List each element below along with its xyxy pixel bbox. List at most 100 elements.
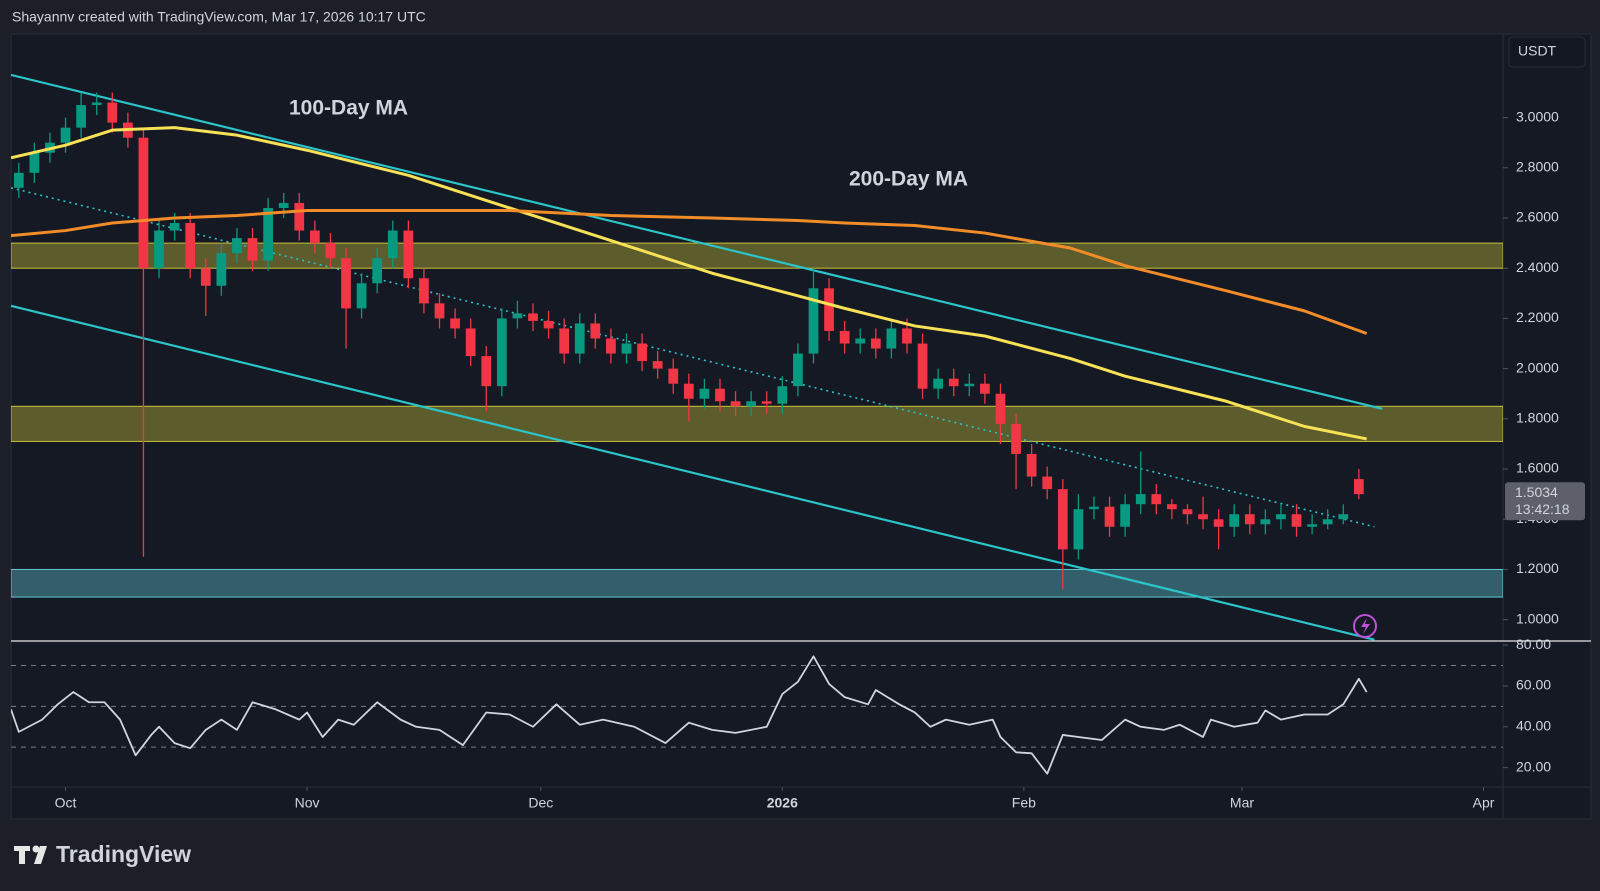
candle-body (637, 343, 647, 362)
candle-body (13, 172, 24, 188)
y-tick-label: 2.2000 (1516, 309, 1559, 325)
candle-body (699, 388, 710, 399)
candle-body (1026, 453, 1037, 477)
candle-body (1073, 509, 1084, 550)
candle-body (808, 288, 819, 354)
y-tick-label: 2.8000 (1516, 159, 1559, 175)
candle-body (668, 368, 679, 384)
candle-body (200, 268, 211, 286)
price-pane (11, 73, 1503, 641)
currency-label: USDT (1518, 43, 1557, 59)
candle-body (1042, 476, 1053, 490)
candle-body (1182, 509, 1193, 515)
candle-body (1104, 506, 1115, 527)
candle-body (278, 202, 289, 208)
candle-body (777, 386, 788, 404)
candle-body (995, 393, 1006, 424)
y-tick-label: 1.2000 (1516, 560, 1559, 576)
candle-body (76, 105, 86, 128)
candle-body (652, 361, 663, 369)
candle-body (839, 330, 850, 344)
candle-body (1291, 514, 1302, 527)
attribution: Shayannv created with TradingView.com, M… (12, 9, 426, 25)
candle-body (450, 318, 460, 329)
candle-body (761, 401, 772, 404)
candle-body (325, 243, 336, 259)
ma-annotation: 200-Day MA (849, 168, 968, 191)
candle-body (247, 238, 258, 261)
y-tick-label: 2.6000 (1516, 209, 1559, 225)
y-tick-label: 40.00 (1516, 717, 1551, 733)
candle-body (980, 383, 990, 394)
candle-body (1244, 514, 1255, 525)
candle-body (185, 223, 196, 269)
candle-body (309, 230, 320, 244)
candle-body (559, 328, 570, 354)
brand-name: TradingView (56, 841, 191, 867)
candle-body (465, 328, 476, 357)
candle-body (356, 283, 367, 309)
x-tick-label: 2026 (767, 795, 798, 811)
candle-body (948, 378, 959, 387)
alert-icon (1353, 614, 1377, 638)
candle-body (933, 378, 944, 389)
last-price: 1.5034 (1515, 484, 1558, 500)
y-tick-label: 1.6000 (1516, 460, 1559, 476)
candle-body (1120, 504, 1130, 527)
candle-body (232, 238, 242, 254)
candle-body (263, 207, 273, 261)
candle-body (964, 383, 975, 387)
candle-body (1260, 519, 1271, 525)
chart-frame (10, 33, 1592, 820)
candle-body (1198, 514, 1208, 520)
x-tick-label: Mar (1230, 795, 1254, 811)
moving-average (11, 126, 1367, 441)
candle-body (1057, 489, 1068, 550)
candle-body (29, 152, 40, 173)
candle-body (512, 313, 523, 319)
candle-body (1338, 514, 1349, 520)
candle-body (730, 401, 741, 407)
candle-body (870, 338, 881, 349)
last-price-badge (1505, 482, 1585, 521)
candle-body (824, 288, 834, 331)
x-tick-label: Feb (1012, 795, 1036, 811)
x-tick-label: Nov (295, 795, 320, 811)
candle-body (574, 323, 585, 354)
candle-body (419, 278, 429, 304)
candle-body (107, 102, 118, 123)
x-tick-label: Dec (528, 795, 553, 811)
candle-body (1213, 519, 1224, 527)
countdown: 13:42:18 (1515, 501, 1570, 517)
candle-body (1151, 494, 1162, 505)
rsi-pane (11, 655, 1503, 775)
y-tick-label: 80.00 (1516, 636, 1551, 652)
ma-annotation: 100-Day MA (289, 97, 408, 120)
candle-body (793, 353, 803, 387)
y-tick-label: 3.0000 (1516, 108, 1559, 124)
trendline (11, 304, 1375, 641)
brand-logo (14, 845, 47, 864)
candle-body (543, 320, 554, 329)
zone (11, 568, 1503, 598)
candle-body (1353, 479, 1364, 495)
y-tick-label: 2.0000 (1516, 359, 1559, 375)
candle-body (169, 223, 180, 231)
candle-body (216, 253, 227, 286)
candle-body (496, 318, 507, 387)
candle-body (1276, 514, 1286, 520)
y-tick-label: 60.00 (1516, 677, 1551, 693)
candle-body (1322, 519, 1333, 525)
zone (11, 405, 1503, 442)
candle-body (372, 258, 383, 284)
candle-body (294, 202, 305, 231)
candle-body (917, 343, 928, 389)
candle-body (387, 230, 398, 259)
candle-body (590, 323, 601, 339)
x-tick-label: Oct (55, 795, 77, 811)
trendline (11, 73, 1383, 410)
candle-body (1135, 494, 1146, 505)
candle-body (154, 230, 164, 269)
